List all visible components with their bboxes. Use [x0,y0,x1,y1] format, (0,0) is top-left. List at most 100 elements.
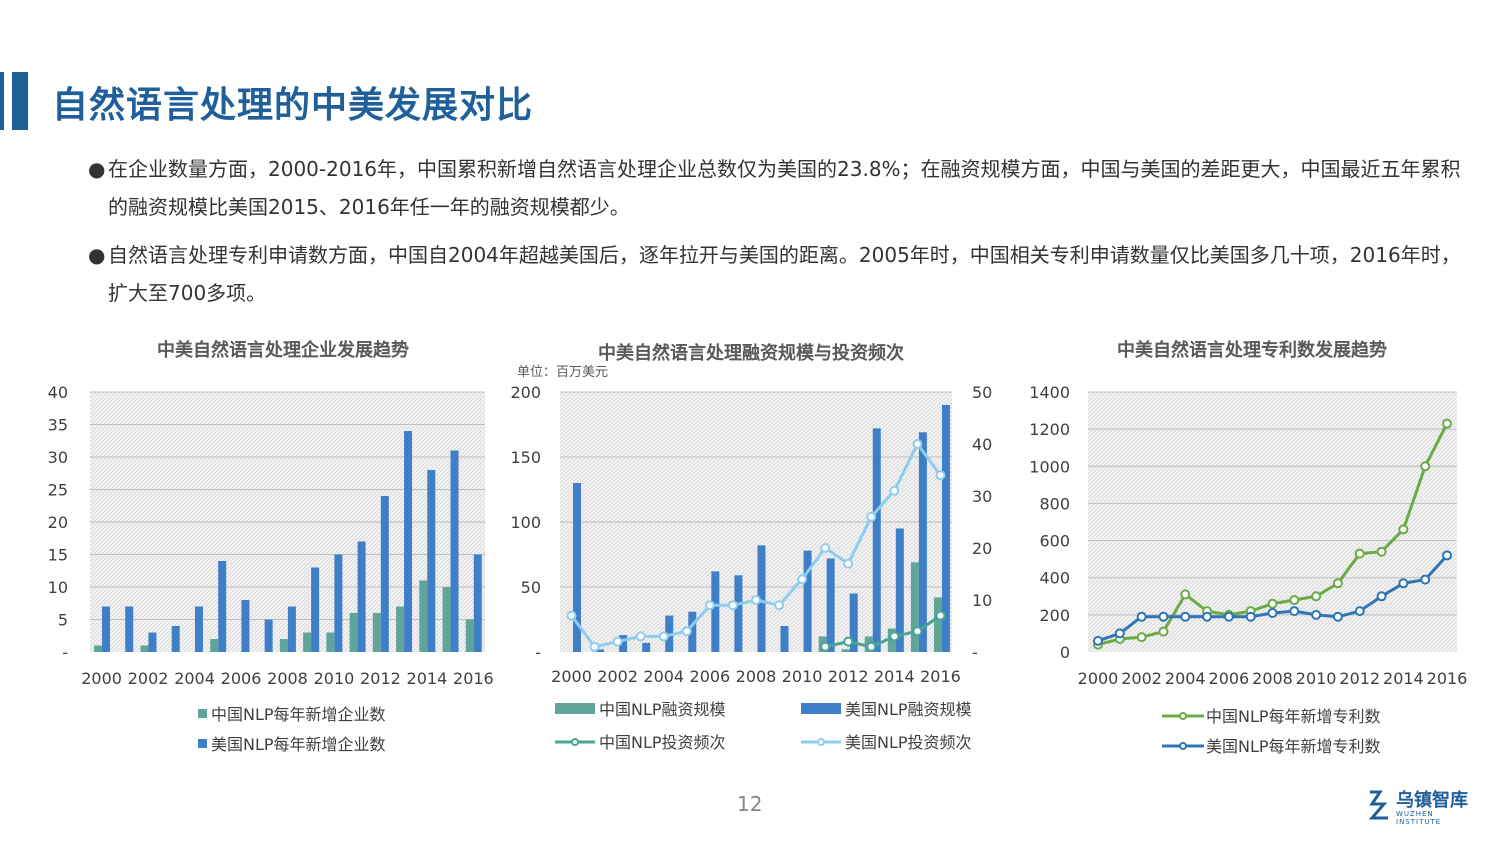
point-us-patents [1158,611,1169,622]
point-cn-patents [1136,632,1147,643]
bar-us-funding [573,483,581,652]
x-tick-label: 2014 [1383,669,1424,688]
bar-us-funding [918,432,927,652]
bar-us-enterprise [125,606,134,652]
point-us-frequency [912,439,923,449]
bullet-dot-icon: ● [88,157,106,181]
point-cn-frequency [820,641,831,652]
logo-name: 乌镇智库 [1396,790,1468,811]
y-tick-label: 600 [1039,532,1070,551]
bar-us-funding [642,642,651,652]
y-tick-label: 50 [521,578,541,597]
point-us-patents [1223,611,1234,622]
bar-us-enterprise [357,541,366,652]
bar-us-enterprise [241,600,250,652]
bar-us-funding [895,528,904,652]
bar-us-enterprise [311,567,320,652]
chart-enterprise: 中美自然语言处理企业发展趋势 - 5 10 15 20 25 30 35 40 2000 2002 20… [30,330,500,770]
y-tick-label: - [535,643,541,662]
bar-us-enterprise [404,431,413,652]
x-tick-label: 2002 [1121,669,1162,688]
bullet-item: ● 在企业数量方面，2000-2016年，中国累积新增自然语言处理企业总数仅为美… [88,150,1468,226]
point-cn-patents [1289,595,1300,605]
chart-funding: 中美自然语言处理融资规模与投资频次 单位：百万美元 - 50 100 150 200 - 10 2… [505,330,1005,770]
bar-cn-funding [933,597,942,652]
point-us-frequency [889,485,900,496]
legend-label: 美国NLP融资规模 [845,700,972,719]
y-tick-label: 20 [48,513,68,532]
point-cn-patents [1311,591,1322,602]
chart-title: 中美自然语言处理融资规模与投资频次 [598,342,904,364]
chart-patent: 中美自然语言处理专利数发展趋势 0 200 400 600 800 1000 1200 1400… [1020,330,1480,770]
y-tick-label: 1200 [1029,420,1070,439]
bar-us-funding [711,571,720,652]
x-tick-label: 2000 [81,669,122,688]
bar-cn-enterprise [303,632,312,652]
bar-us-funding [734,575,743,652]
x-tick-label: 2000 [1078,669,1119,688]
page-title: 自然语言处理的中美发展对比 [52,85,534,126]
point-us-patents [1311,609,1322,620]
point-us-frequency [820,543,831,553]
point-us-patents [1245,611,1256,622]
bar-us-enterprise [380,496,389,652]
point-us-frequency [797,574,808,585]
y2-tick-label: 40 [972,435,992,454]
bar-cn-enterprise [396,606,405,652]
point-cn-frequency [866,641,877,652]
y2-tick-label: 50 [972,383,992,402]
bullet-dot-icon: ● [88,243,106,267]
point-us-patents [1289,606,1300,617]
y2-tick-label: 30 [972,487,992,506]
point-cn-frequency [935,610,946,621]
bar-cn-enterprise [419,580,428,652]
y2-tick-label: - [972,643,978,662]
x-tick-label: 2012 [1339,669,1380,688]
x-tick-label: 2012 [360,669,401,688]
point-us-patents [1202,611,1213,622]
x-tick-label: 2016 [920,667,961,686]
bar-cn-enterprise [210,639,219,652]
x-tick-label: 2008 [1252,669,1293,688]
bar-cn-enterprise [326,632,335,652]
y-tick-label: 150 [510,448,541,467]
point-us-patents [1420,574,1431,585]
x-tick-label: 2002 [128,669,169,688]
y-tick-label: 800 [1039,494,1070,513]
point-cn-patents [1442,418,1452,429]
bar-us-enterprise [427,470,436,652]
bullet-text: 在企业数量方面，2000-2016年，中国累积新增自然语言处理企业总数仅为美国的… [108,157,1461,219]
point-cn-patents [1420,461,1431,472]
page-number: 12 [737,792,763,816]
y-tick-label: 30 [48,448,68,467]
logo-mark-icon [1368,790,1388,820]
bar-us-enterprise [473,554,482,652]
bar-cn-enterprise [94,645,102,652]
x-tick-label: 2010 [314,669,355,688]
x-tick-label: 2006 [690,667,731,686]
point-us-frequency [866,511,877,522]
point-us-frequency [935,470,946,481]
bar-us-funding [596,649,605,652]
bullet-text: 自然语言处理专利申请数方面，中国自2004年超越美国后，逐年拉开与美国的距离。2… [108,243,1461,305]
chart-title: 中美自然语言处理专利数发展趋势 [1117,339,1387,361]
point-us-frequency [566,610,577,621]
legend-swatch [198,709,207,718]
bar-us-funding [826,558,835,652]
bar-us-enterprise [264,619,273,652]
bar-us-enterprise [171,626,180,652]
x-tick-label: 2002 [597,667,638,686]
y-tick-label: - [62,643,68,662]
point-cn-patents [1158,626,1169,637]
bar-us-funding [619,635,628,652]
y-tick-label: 200 [510,383,541,402]
bar-us-funding [849,593,858,652]
y-tick-label: 10 [48,578,68,597]
point-us-patents [1180,611,1191,622]
bullet-list: ● 在企业数量方面，2000-2016年，中国累积新增自然语言处理企业总数仅为美… [88,150,1468,322]
point-us-patents [1136,611,1147,622]
point-cn-patents [1398,524,1409,535]
point-cn-patents [1332,578,1343,589]
point-us-patents [1398,578,1409,589]
bar-us-enterprise [450,450,459,652]
